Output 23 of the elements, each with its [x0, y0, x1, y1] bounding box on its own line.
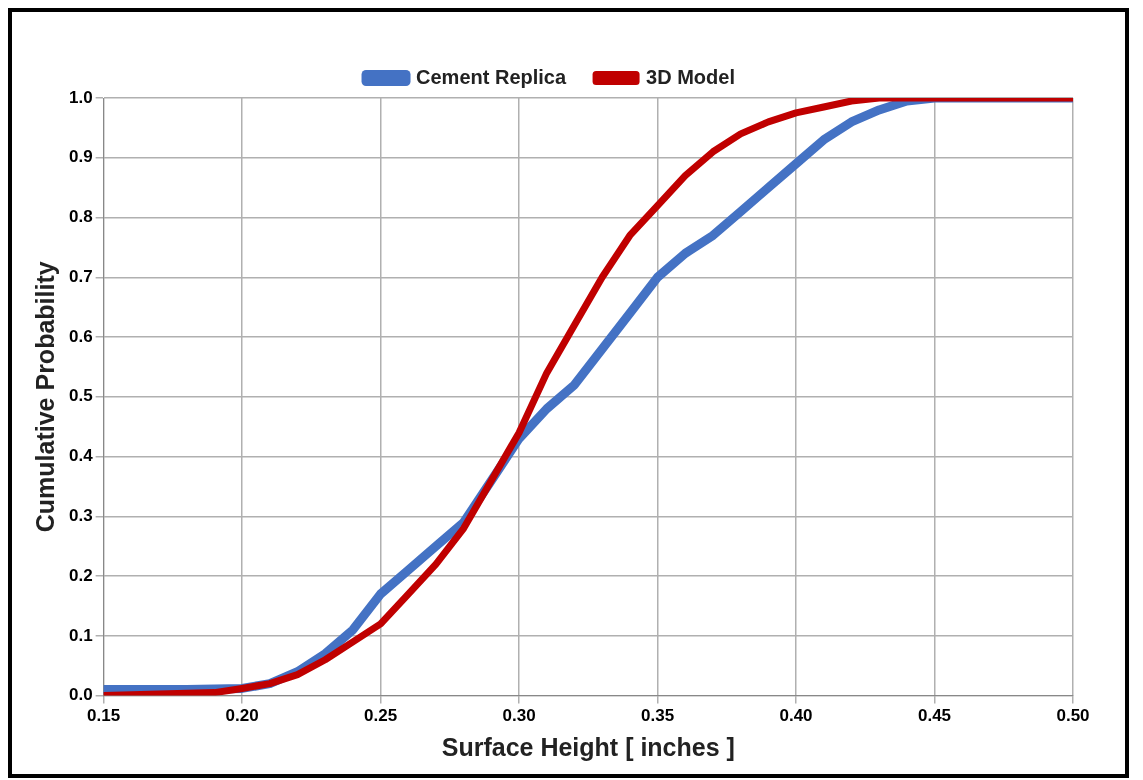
x-tick-label: 0.25	[364, 706, 398, 726]
x-tick-label: 0.50	[1056, 706, 1090, 726]
y-tick-label: 0.3	[68, 506, 93, 526]
y-tick-label: 0.0	[68, 685, 93, 705]
x-tick-label: 0.35	[641, 706, 675, 726]
legend-label: 3D Model	[646, 65, 735, 88]
y-tick-label: 0.6	[68, 326, 93, 346]
x-axis-title: Surface Height [ inches ]	[441, 732, 735, 761]
y-tick-label: 0.8	[68, 207, 93, 227]
x-tick-label: 0.45	[917, 706, 952, 726]
x-tick-label: 0.15	[87, 706, 121, 726]
legend-label: Cement Replica	[416, 65, 567, 88]
y-axis-title: Cumulative Probability	[30, 261, 59, 533]
y-tick-label: 0.5	[68, 386, 93, 406]
y-tick-label: 1.0	[68, 87, 93, 107]
y-tick-label: 0.4	[68, 446, 94, 466]
y-tick-label: 0.1	[68, 625, 93, 645]
x-tick-label: 0.40	[779, 706, 813, 726]
x-tick-label: 0.20	[225, 706, 259, 726]
y-tick-label: 0.2	[68, 565, 93, 585]
y-tick-label: 0.9	[68, 147, 93, 167]
y-tick-label: 0.7	[68, 266, 93, 286]
x-tick-label: 0.30	[502, 706, 536, 726]
